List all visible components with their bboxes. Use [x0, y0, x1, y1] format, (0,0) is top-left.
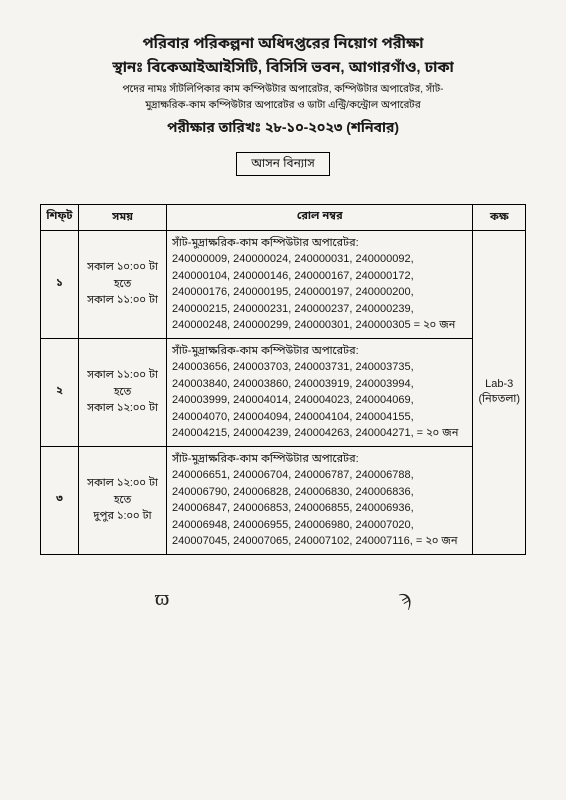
seat-plan-label: আসন বিন্যাস — [236, 152, 329, 176]
header-roll: রোল নম্বর — [167, 205, 473, 231]
shift-cell: ২ — [41, 338, 79, 446]
document-header: পরিবার পরিকল্পনা অধিদপ্তরের নিয়োগ পরীক্… — [40, 35, 526, 192]
signature-right: ϡ — [399, 585, 411, 611]
table-row: ৩ সকাল ১২:০০ টাহতেদুপুর ১:০০ টা সাঁট-মুদ… — [41, 446, 526, 554]
table-header-row: শিফ্‌ট সময় রোল নম্বর কক্ষ — [41, 205, 526, 231]
roll-post-label: সাঁট-মুদ্রাক্ষরিক-কাম কম্পিউটার অপারেটর: — [172, 237, 359, 249]
main-title: পরিবার পরিকল্পনা অধিদপ্তরের নিয়োগ পরীক্… — [40, 35, 526, 55]
seat-plan-table: শিফ্‌ট সময় রোল নম্বর কক্ষ ১ সকাল ১০:০০ … — [40, 204, 526, 555]
exam-date: পরীক্ষার তারিখঃ ২৮-১০-২০২৩ (শনিবার) — [40, 119, 526, 138]
shift-cell: ৩ — [41, 446, 79, 554]
shift-cell: ১ — [41, 230, 79, 338]
post-name-line2: মুদ্রাক্ষরিক-কাম কম্পিউটার অপারেটর ও ডাট… — [40, 99, 526, 113]
roll-post-label: সাঁট-মুদ্রাক্ষরিক-কাম কম্পিউটার অপারেটর: — [172, 453, 359, 465]
venue-title: স্থানঃ বিকেআইআইসিটি, বিসিসি ভবন, আগারগাঁ… — [40, 59, 526, 79]
roll-numbers: 240006651, 240006704, 240006787, 2400067… — [172, 469, 458, 547]
header-time: সময় — [79, 205, 167, 231]
header-shift: শিফ্‌ট — [41, 205, 79, 231]
room-cell: Lab-3(নিচতলা) — [473, 230, 526, 554]
roll-numbers: 240003656, 240003703, 240003731, 2400037… — [172, 361, 458, 439]
time-cell: সকাল ১১:০০ টাহতেসকাল ১২:০০ টা — [79, 338, 167, 446]
roll-post-label: সাঁট-মুদ্রাক্ষরিক-কাম কম্পিউটার অপারেটর: — [172, 345, 359, 357]
roll-cell: সাঁট-মুদ্রাক্ষরিক-কাম কম্পিউটার অপারেটর:… — [167, 230, 473, 338]
post-name-line1: পদের নামঃ সাঁটলিপিকার কাম কম্পিউটার অপার… — [40, 83, 526, 97]
table-row: ২ সকাল ১১:০০ টাহতেসকাল ১২:০০ টা সাঁট-মুদ… — [41, 338, 526, 446]
roll-numbers: 240000009, 240000024, 240000031, 2400000… — [172, 253, 455, 331]
roll-cell: সাঁট-মুদ্রাক্ষরিক-কাম কম্পিউটার অপারেটর:… — [167, 338, 473, 446]
time-cell: সকাল ১২:০০ টাহতেদুপুর ১:০০ টা — [79, 446, 167, 554]
roll-cell: সাঁট-মুদ্রাক্ষরিক-কাম কম্পিউটার অপারেটর:… — [167, 446, 473, 554]
signature-row: ϖ ϡ — [40, 585, 526, 611]
time-cell: সকাল ১০:০০ টাহতেসকাল ১১:০০ টা — [79, 230, 167, 338]
signature-left: ϖ — [155, 585, 169, 611]
header-room: কক্ষ — [473, 205, 526, 231]
table-row: ১ সকাল ১০:০০ টাহতেসকাল ১১:০০ টা সাঁট-মুদ… — [41, 230, 526, 338]
